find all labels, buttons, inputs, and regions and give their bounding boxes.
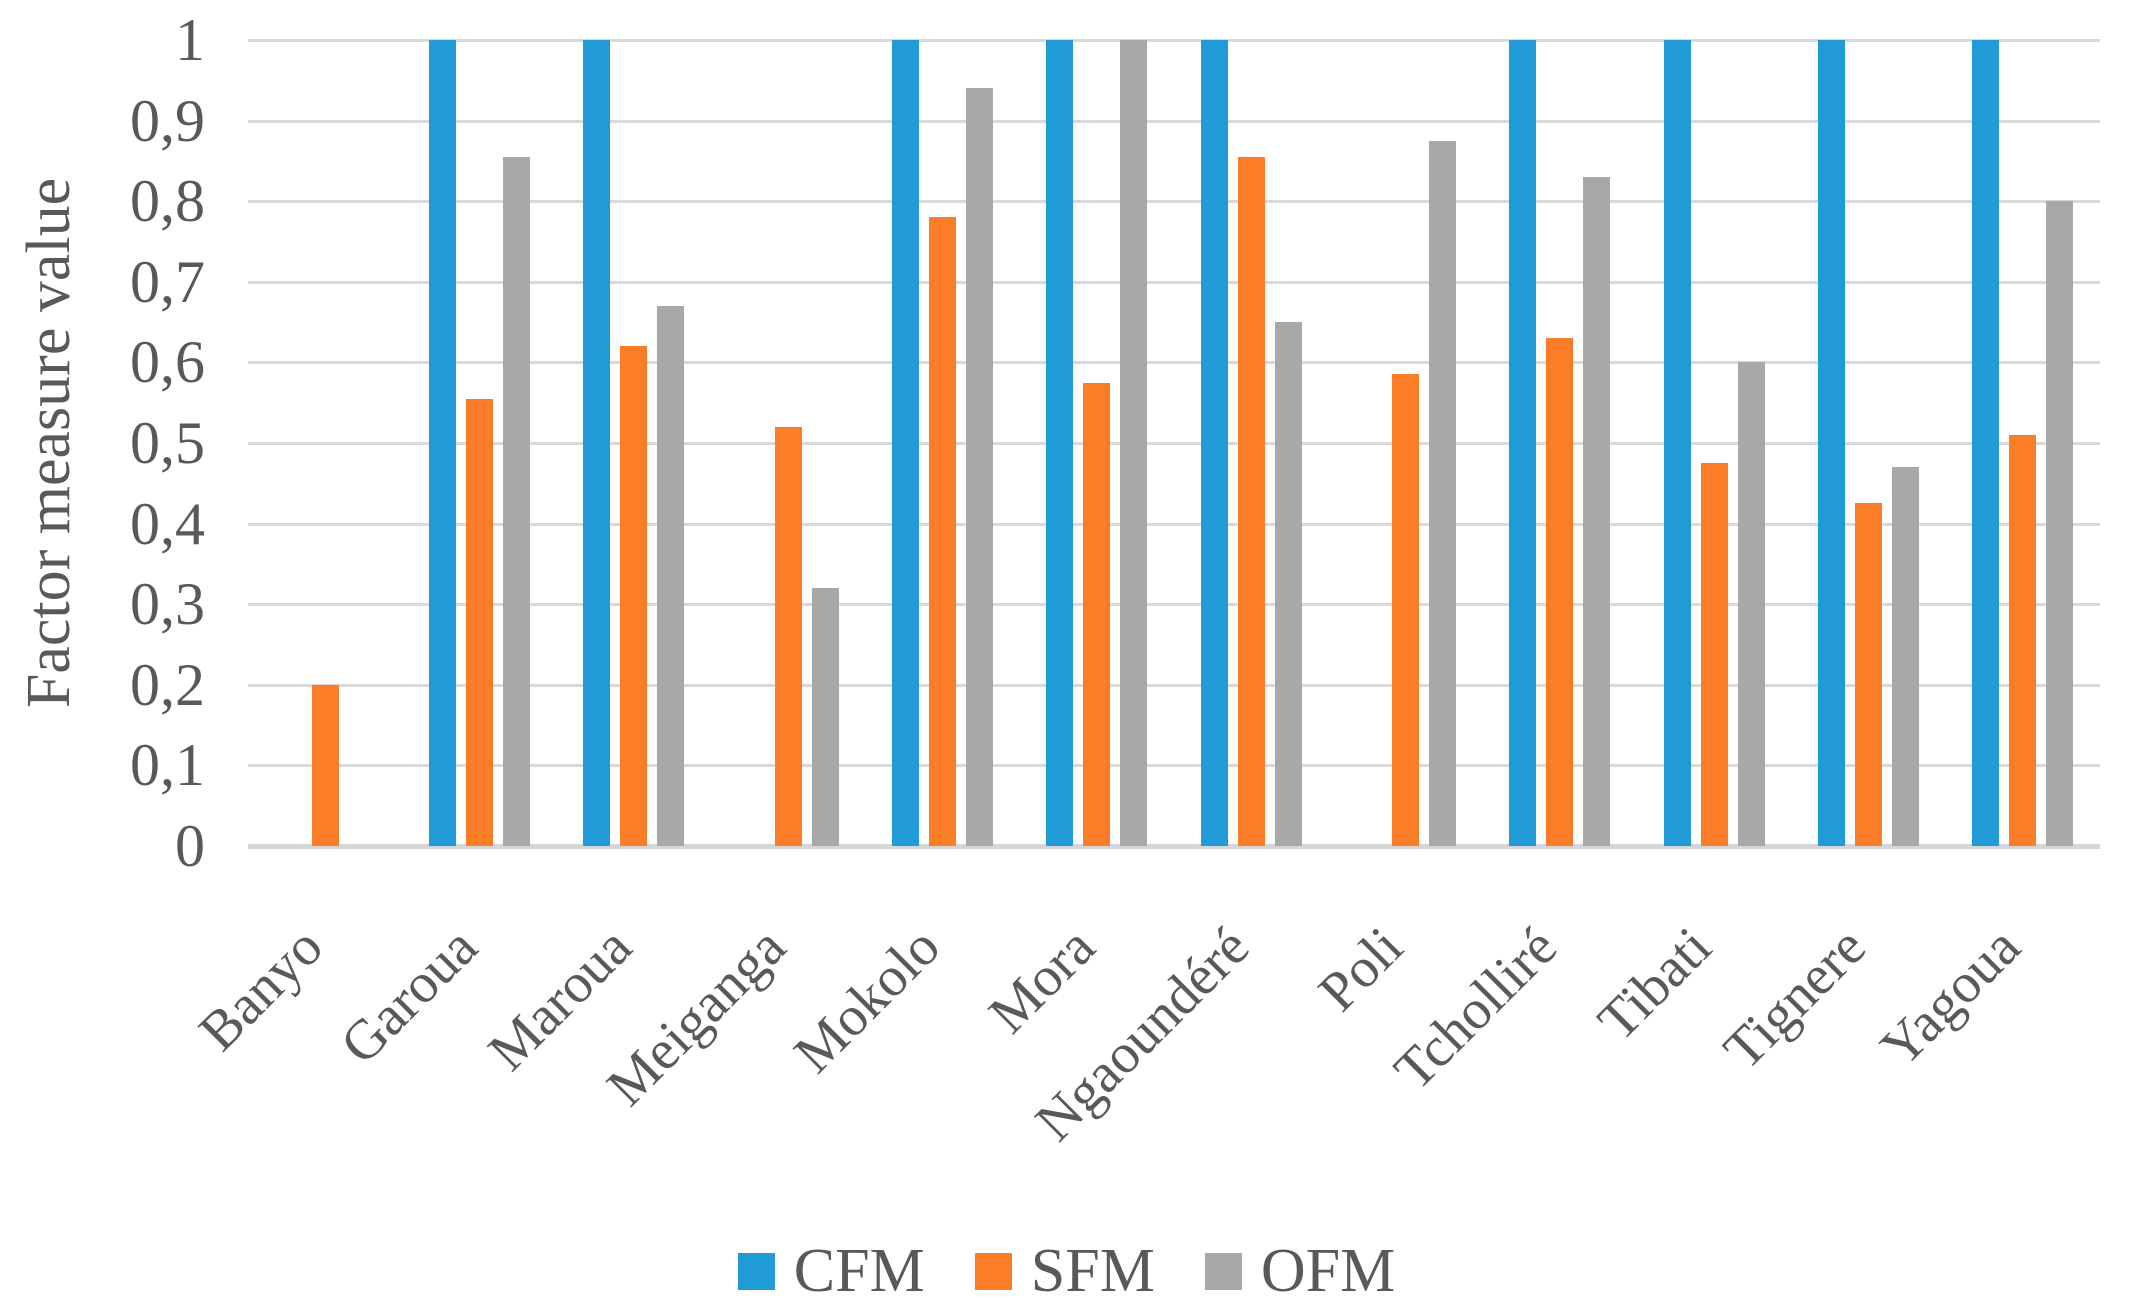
- y-tick-label-0: 0: [175, 813, 205, 879]
- y-tick-label-10: 1: [175, 7, 205, 73]
- bar-cfm-mora: [1046, 40, 1074, 846]
- legend-swatch-sfm: [974, 1252, 1012, 1290]
- legend: CFM SFM OFM: [0, 1240, 2133, 1302]
- bar-ofm-tchollire: [1583, 177, 1611, 846]
- y-tick-label-7: 0,7: [130, 248, 205, 315]
- legend-swatch-cfm: [737, 1252, 775, 1290]
- bar-sfm-garoua: [465, 399, 493, 846]
- bar-group-garoua: [402, 40, 556, 846]
- bar-cfm-garoua: [428, 40, 456, 846]
- bar-ofm-meiganga: [811, 588, 839, 846]
- bar-sfm-poli: [1391, 374, 1419, 846]
- legend-item-ofm: OFM: [1204, 1237, 1396, 1305]
- bar-ofm-tignere: [1891, 467, 1919, 846]
- gridline-0,1: [248, 764, 2100, 768]
- bar-sfm-banyo: [311, 685, 339, 846]
- bar-cfm-ngaoundere: [1200, 40, 1228, 846]
- bar-ofm-garoua: [502, 157, 530, 846]
- legend-label-ofm: OFM: [1260, 1237, 1396, 1305]
- x-axis-label-poli: Poli: [1307, 915, 1416, 1024]
- bar-group-meiganga: [711, 40, 865, 846]
- bar-cfm-maroua: [583, 40, 611, 846]
- bar-sfm-yagoua: [2009, 435, 2037, 846]
- legend-swatch-ofm: [1204, 1252, 1242, 1290]
- bar-sfm-maroua: [620, 346, 648, 846]
- legend-label-cfm: CFM: [793, 1237, 925, 1305]
- legend-item-cfm: CFM: [737, 1237, 925, 1305]
- bar-cfm-tibati: [1663, 40, 1691, 846]
- bar-group-banyo: [248, 40, 402, 846]
- bar-ofm-yagoua: [2046, 201, 2074, 846]
- y-tick-label-8: 0,8: [130, 168, 205, 235]
- bar-group-tignere: [1791, 40, 1945, 846]
- x-axis-label-garoua: Garoua: [328, 915, 490, 1077]
- bar-group-mora: [1020, 40, 1174, 846]
- y-tick-label-5: 0,5: [130, 410, 205, 476]
- gridline-0,9: [248, 119, 2100, 123]
- bar-cfm-yagoua: [1972, 40, 2000, 846]
- y-tick-label-4: 0,4: [130, 490, 205, 557]
- gridline-0,5: [248, 442, 2100, 445]
- bar-cfm-mokolo: [891, 40, 919, 846]
- y-tick-label-9: 0,9: [130, 87, 205, 154]
- bar-cfm-tignere: [1817, 40, 1845, 846]
- bar-ofm-ngaoundere: [1274, 322, 1302, 846]
- bar-sfm-mokolo: [928, 217, 956, 846]
- bar-group-maroua: [557, 40, 711, 846]
- bar-group-ngaoundere: [1174, 40, 1328, 846]
- bar-group-poli: [1328, 40, 1482, 846]
- bar-sfm-mora: [1083, 383, 1111, 846]
- bar-ofm-maroua: [657, 306, 685, 846]
- x-axis-label-tignere: Tignere: [1712, 915, 1879, 1082]
- bar-ofm-mora: [1120, 40, 1148, 846]
- legend-label-sfm: SFM: [1030, 1237, 1155, 1305]
- gridline-1: [248, 39, 2100, 42]
- bar-sfm-tibati: [1700, 463, 1728, 846]
- bar-cfm-tchollire: [1509, 40, 1537, 846]
- y-tick-label-6: 0,6: [130, 329, 205, 396]
- bar-group-mokolo: [865, 40, 1019, 846]
- x-axis-label-mora: Mora: [976, 915, 1107, 1046]
- y-tick-label-2: 0,2: [130, 651, 205, 718]
- x-axis-label-tibati: Tibati: [1586, 915, 1724, 1053]
- plot-area: [248, 40, 2100, 846]
- x-axis-label-banyo: Banyo: [187, 915, 335, 1063]
- x-axis-label-tchollire: Tcholliré: [1383, 915, 1570, 1102]
- gridline-0,8: [248, 200, 2100, 204]
- x-axis-label-yagoua: Yagoua: [1869, 915, 2033, 1079]
- x-axis-label-mokolo: Mokolo: [782, 915, 953, 1085]
- bar-sfm-tignere: [1854, 503, 1882, 846]
- bar-sfm-ngaoundere: [1237, 157, 1265, 846]
- bar-group-tibati: [1637, 40, 1791, 846]
- bar-group-tchollire: [1483, 40, 1637, 846]
- gridline-0,4: [248, 522, 2100, 526]
- x-axis-baseline: [248, 844, 2100, 849]
- bar-ofm-poli: [1428, 141, 1456, 846]
- bar-ofm-tibati: [1737, 362, 1765, 846]
- bar-group-yagoua: [1946, 40, 2100, 846]
- bar-sfm-meiganga: [774, 427, 802, 846]
- gridline-0,2: [248, 683, 2100, 687]
- legend-item-sfm: SFM: [974, 1237, 1155, 1305]
- gridline-0,6: [248, 361, 2100, 365]
- gridline-0,7: [248, 280, 2100, 284]
- y-tick-label-1: 0,1: [130, 732, 205, 799]
- bar-sfm-tchollire: [1546, 338, 1574, 846]
- bar-ofm-mokolo: [965, 88, 993, 846]
- y-tick-label-3: 0,3: [130, 571, 205, 638]
- gridline-0,3: [248, 603, 2100, 607]
